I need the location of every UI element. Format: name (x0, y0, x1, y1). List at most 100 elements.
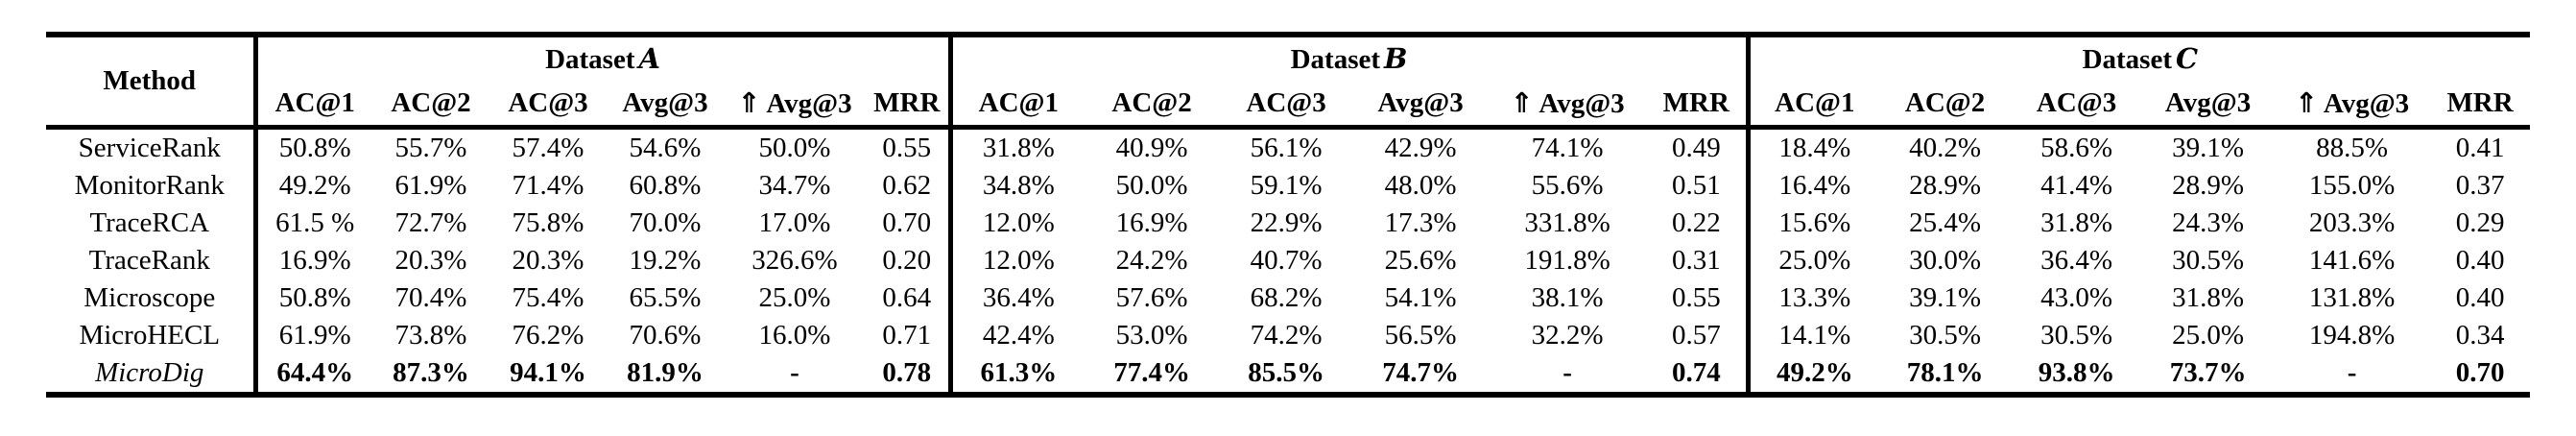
metric-header: MRR (866, 81, 951, 130)
metric-cell: 0.70 (2455, 357, 2505, 388)
metric-cell: 34.7% (758, 170, 831, 201)
metric-cell: 203.3% (2308, 207, 2396, 238)
group-label: Dataset (545, 44, 635, 75)
metric-cell: 0.49 (1671, 133, 1721, 163)
table-row: Microscope 50.8% 70.4% 75.4% 65.5% 25.0% 0.64 3… (46, 279, 2530, 317)
metric-cell: 18.4% (1745, 127, 1880, 167)
metric-cell: 41.4% (2040, 170, 2113, 201)
metric-cell: 73.8% (394, 320, 467, 351)
metric-cell: 326.6% (751, 245, 838, 276)
metric-cell: 61.5 % (252, 205, 372, 242)
group-header-row: Method Dataset A Dataset B Dataset C (46, 35, 2531, 130)
metric-cell: 0.78 (882, 357, 932, 388)
results-table: Method Dataset A Dataset B Dataset C AC@1 AC… (46, 32, 2531, 398)
method-cell: TraceRank (88, 245, 210, 276)
metric-cell: 12.0% (947, 205, 1085, 242)
metric-cell: - (790, 357, 799, 388)
group-header-dataset-b: Dataset B (947, 35, 1749, 81)
metric-cell: 40.7% (1250, 245, 1323, 276)
metric-cell: 70.6% (629, 320, 702, 351)
metric-header: Avg@3 (1353, 81, 1489, 130)
results-table-container: Method Dataset A Dataset B Dataset C AC@1 AC… (46, 32, 2531, 398)
metric-cell: 0.29 (2455, 207, 2505, 238)
metric-cell: 13.3% (1745, 279, 1880, 317)
metric-header: AC@3 (489, 81, 607, 130)
metric-cell: 32.2% (1531, 320, 1604, 351)
metric-cell: 30.0% (1909, 245, 1982, 276)
metric-cell: 74.7% (1382, 357, 1459, 388)
metric-cell: 59.1% (1250, 170, 1323, 201)
metric-cell: 0.37 (2455, 170, 2505, 201)
table-row: MicroDig 64.4% 87.3% 94.1% 81.9% - 0.78 61.3% 77… (46, 354, 2530, 395)
metric-cell: 20.3% (394, 245, 467, 276)
table-row: TraceRCA 61.5 % 72.7% 75.8% 70.0% 17.0% 0.70 12… (46, 205, 2530, 242)
metric-cell: 42.9% (1384, 133, 1457, 163)
metric-cell: 39.1% (1909, 282, 1982, 313)
metric-cell: 12.0% (947, 242, 1085, 279)
metric-cell: 25.6% (1384, 245, 1457, 276)
metric-cell: 194.8% (2308, 320, 2396, 351)
metric-header: MRR (1647, 81, 1749, 130)
metric-cell: 75.4% (512, 282, 584, 313)
metric-cell: 0.40 (2455, 282, 2505, 313)
metric-cell: 39.1% (2172, 133, 2245, 163)
metric-cell: 54.6% (629, 133, 702, 163)
group-header-dataset-a: Dataset A (252, 35, 951, 81)
metric-cell: 50.8% (252, 127, 372, 167)
dataset-letter: A (638, 42, 660, 75)
metric-cell: 25.4% (1909, 207, 1982, 238)
metric-cell: 30.5% (2040, 320, 2113, 351)
metric-cell: 24.3% (2172, 207, 2245, 238)
metric-cell: 31.8% (947, 127, 1085, 167)
metric-cell: 75.8% (512, 207, 584, 238)
metric-cell: 49.2% (1745, 354, 1880, 395)
method-cell: MicroDig (95, 357, 204, 388)
metric-cell: 131.8% (2308, 282, 2396, 313)
metric-cell: 0.57 (1671, 320, 1721, 351)
metric-cell: 36.4% (2040, 245, 2113, 276)
metric-cell: 25.0% (2172, 320, 2245, 351)
metric-cell: 50.8% (252, 279, 372, 317)
metric-cell: 17.0% (758, 207, 831, 238)
metric-cell: - (1562, 357, 1572, 388)
metric-cell: 16.0% (758, 320, 831, 351)
metric-cell: 85.5% (1248, 357, 1324, 388)
metric-header: AC@1 (252, 81, 372, 130)
metric-cell: 54.1% (1384, 282, 1457, 313)
metric-cell: 74.1% (1531, 133, 1604, 163)
metric-cell: 28.9% (1909, 170, 1982, 201)
metric-cell: 72.7% (394, 207, 467, 238)
metric-cell: 31.8% (2040, 207, 2113, 238)
metric-cell: 0.71 (882, 320, 932, 351)
table-row: ServiceRank 50.8% 55.7% 57.4% 54.6% 50.0% 0.55… (46, 127, 2530, 167)
method-cell: MonitorRank (74, 170, 225, 201)
metric-cell: 57.4% (512, 133, 584, 163)
metric-header: MRR (2430, 81, 2531, 130)
metric-cell: - (2347, 357, 2357, 388)
metric-cell: 77.4% (1113, 357, 1190, 388)
metric-cell: 36.4% (947, 279, 1085, 317)
metric-cell: 0.62 (882, 170, 932, 201)
metric-cell: 0.40 (2455, 245, 2505, 276)
metric-cell: 30.5% (1909, 320, 1982, 351)
method-cell: ServiceRank (78, 133, 221, 163)
metric-cell: 42.4% (947, 317, 1085, 354)
metric-cell: 94.1% (510, 357, 586, 388)
metric-cell: 0.22 (1671, 207, 1721, 238)
metric-cell: 68.2% (1250, 282, 1323, 313)
metric-cell: 28.9% (2172, 170, 2245, 201)
metric-cell: 0.70 (882, 207, 932, 238)
metric-cell: 57.6% (1115, 282, 1188, 313)
metric-header: Avg@3 (2142, 81, 2275, 130)
metric-cell: 55.6% (1531, 170, 1604, 201)
metric-cell: 71.4% (512, 170, 584, 201)
table-row: MonitorRank 49.2% 61.9% 71.4% 60.8% 34.7% 0.62… (46, 167, 2530, 205)
metric-cell: 61.9% (252, 317, 372, 354)
metric-cell: 0.51 (1671, 170, 1721, 201)
metric-cell: 61.9% (394, 170, 467, 201)
metric-header-row: AC@1 AC@2 AC@3 Avg@3 ⇑ Avg@3 MRR AC@1 AC@2 AC@3 A… (46, 81, 2531, 130)
metric-cell: 58.6% (2040, 133, 2113, 163)
metric-cell: 15.6% (1745, 205, 1880, 242)
metric-cell: 50.0% (758, 133, 831, 163)
metric-header: AC@3 (2011, 81, 2143, 130)
